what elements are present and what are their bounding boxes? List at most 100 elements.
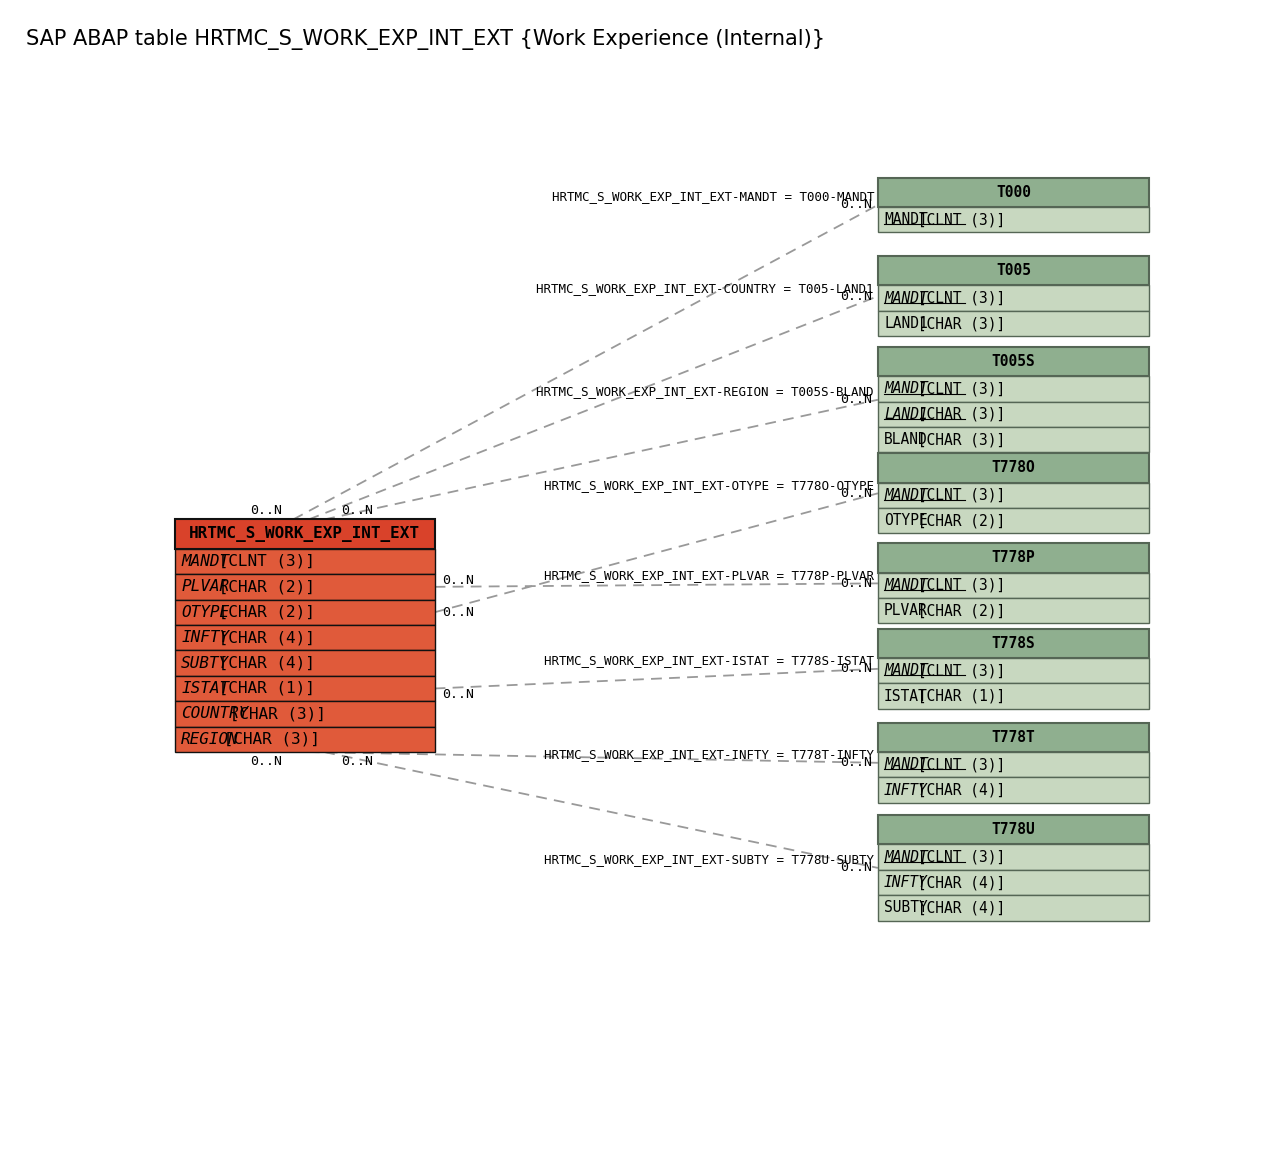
- Text: [CLNT (3)]: [CLNT (3)]: [909, 850, 1006, 865]
- Bar: [878, 723, 1149, 752]
- Text: [CHAR (3)]: [CHAR (3)]: [909, 316, 1006, 331]
- Bar: [878, 777, 1149, 803]
- Text: 0..N: 0..N: [840, 289, 872, 302]
- Text: ISTAT: ISTAT: [182, 681, 229, 696]
- Text: 0..N: 0..N: [442, 688, 474, 701]
- Text: [CHAR (4)]: [CHAR (4)]: [909, 900, 1006, 915]
- Text: SAP ABAP table HRTMC_S_WORK_EXP_INT_EXT {Work Experience (Internal)}: SAP ABAP table HRTMC_S_WORK_EXP_INT_EXT …: [26, 29, 824, 50]
- Text: 0..N: 0..N: [840, 198, 872, 211]
- Bar: [175, 548, 434, 574]
- Text: SUBTY: SUBTY: [182, 655, 229, 670]
- Text: 0..N: 0..N: [250, 504, 282, 517]
- Bar: [878, 257, 1149, 286]
- Text: T000: T000: [996, 185, 1030, 199]
- Bar: [878, 454, 1149, 483]
- Text: HRTMC_S_WORK_EXP_INT_EXT: HRTMC_S_WORK_EXP_INT_EXT: [189, 526, 420, 543]
- Bar: [175, 650, 434, 676]
- Text: COUNTRY: COUNTRY: [182, 707, 249, 722]
- Text: [CLNT (3)]: [CLNT (3)]: [909, 381, 1006, 396]
- Text: 0..N: 0..N: [840, 662, 872, 675]
- Text: HRTMC_S_WORK_EXP_INT_EXT-ISTAT = T778S-ISTAT: HRTMC_S_WORK_EXP_INT_EXT-ISTAT = T778S-I…: [544, 654, 875, 667]
- Bar: [175, 600, 434, 625]
- Bar: [878, 402, 1149, 427]
- Text: [CLNT (3)]: [CLNT (3)]: [909, 291, 1006, 306]
- Bar: [878, 870, 1149, 895]
- Text: [CLNT (3)]: [CLNT (3)]: [909, 488, 1006, 503]
- Text: 0..N: 0..N: [341, 755, 372, 768]
- Bar: [878, 427, 1149, 452]
- Text: HRTMC_S_WORK_EXP_INT_EXT-INFTY = T778T-INFTY: HRTMC_S_WORK_EXP_INT_EXT-INFTY = T778T-I…: [544, 748, 875, 762]
- Bar: [878, 178, 1149, 207]
- Text: [CHAR (1)]: [CHAR (1)]: [209, 681, 314, 696]
- Text: SUBTY: SUBTY: [884, 900, 927, 915]
- Bar: [878, 752, 1149, 777]
- Text: 0..N: 0..N: [442, 574, 474, 587]
- Text: 0..N: 0..N: [250, 755, 282, 768]
- Bar: [878, 286, 1149, 311]
- Bar: [878, 816, 1149, 844]
- Bar: [878, 598, 1149, 624]
- Text: HRTMC_S_WORK_EXP_INT_EXT-MANDT = T000-MANDT: HRTMC_S_WORK_EXP_INT_EXT-MANDT = T000-MA…: [551, 190, 875, 204]
- Text: [CHAR (4)]: [CHAR (4)]: [909, 875, 1006, 890]
- Text: [CHAR (3)]: [CHAR (3)]: [220, 707, 326, 722]
- Bar: [175, 701, 434, 727]
- Bar: [175, 574, 434, 600]
- Text: HRTMC_S_WORK_EXP_INT_EXT-PLVAR = T778P-PLVAR: HRTMC_S_WORK_EXP_INT_EXT-PLVAR = T778P-P…: [544, 568, 875, 581]
- Text: INFTY: INFTY: [884, 783, 927, 798]
- Text: OTYPE: OTYPE: [182, 605, 229, 620]
- Text: HRTMC_S_WORK_EXP_INT_EXT-OTYPE = T778O-OTYPE: HRTMC_S_WORK_EXP_INT_EXT-OTYPE = T778O-O…: [544, 478, 875, 492]
- Text: [CLNT (3)]: [CLNT (3)]: [909, 663, 1006, 679]
- Bar: [878, 347, 1149, 376]
- Text: [CHAR (2)]: [CHAR (2)]: [209, 605, 314, 620]
- Text: [CHAR (2)]: [CHAR (2)]: [909, 604, 1006, 618]
- Bar: [175, 676, 434, 701]
- Text: PLVAR: PLVAR: [182, 579, 229, 594]
- Text: 0..N: 0..N: [840, 486, 872, 499]
- Text: LAND1: LAND1: [884, 407, 927, 422]
- Text: ISTAT: ISTAT: [884, 689, 927, 703]
- Text: 0..N: 0..N: [840, 861, 872, 874]
- Text: [CHAR (2)]: [CHAR (2)]: [209, 579, 314, 594]
- Bar: [878, 629, 1149, 659]
- Text: MANDT: MANDT: [884, 488, 927, 503]
- Text: MANDT: MANDT: [884, 381, 927, 396]
- Text: MANDT: MANDT: [182, 554, 229, 568]
- Bar: [175, 519, 434, 548]
- Text: T005S: T005S: [992, 354, 1036, 369]
- Text: PLVAR: PLVAR: [884, 604, 927, 618]
- Text: [CLNT (3)]: [CLNT (3)]: [909, 212, 1006, 227]
- Text: [CLNT (3)]: [CLNT (3)]: [209, 554, 314, 568]
- Text: T778U: T778U: [992, 823, 1036, 837]
- Text: T778S: T778S: [992, 636, 1036, 650]
- Text: MANDT: MANDT: [884, 757, 927, 772]
- Bar: [878, 207, 1149, 232]
- Text: MANDT: MANDT: [884, 850, 927, 865]
- Text: LAND1: LAND1: [884, 316, 927, 331]
- Text: [CHAR (4)]: [CHAR (4)]: [209, 631, 314, 645]
- Text: 0..N: 0..N: [840, 394, 872, 407]
- Text: T778T: T778T: [992, 730, 1036, 745]
- Text: HRTMC_S_WORK_EXP_INT_EXT-COUNTRY = T005-LAND1: HRTMC_S_WORK_EXP_INT_EXT-COUNTRY = T005-…: [537, 281, 875, 294]
- Text: T778P: T778P: [992, 551, 1036, 565]
- Text: MANDT: MANDT: [884, 212, 927, 227]
- Text: T005: T005: [996, 264, 1030, 278]
- Text: BLAND: BLAND: [884, 432, 927, 448]
- Text: REGION: REGION: [182, 731, 238, 747]
- Bar: [175, 727, 434, 752]
- Text: [CLNT (3)]: [CLNT (3)]: [909, 757, 1006, 772]
- Text: 0..N: 0..N: [840, 577, 872, 590]
- Text: HRTMC_S_WORK_EXP_INT_EXT-SUBTY = T778U-SUBTY: HRTMC_S_WORK_EXP_INT_EXT-SUBTY = T778U-S…: [544, 853, 875, 866]
- Text: [CHAR (2)]: [CHAR (2)]: [909, 513, 1006, 529]
- Bar: [878, 683, 1149, 709]
- Bar: [878, 659, 1149, 683]
- Text: HRTMC_S_WORK_EXP_INT_EXT-REGION = T005S-BLAND: HRTMC_S_WORK_EXP_INT_EXT-REGION = T005S-…: [537, 386, 875, 398]
- Text: INFTY: INFTY: [182, 631, 229, 645]
- Text: 0..N: 0..N: [442, 606, 474, 619]
- Bar: [878, 895, 1149, 921]
- Text: 0..N: 0..N: [341, 504, 372, 517]
- Bar: [878, 544, 1149, 573]
- Text: [CLNT (3)]: [CLNT (3)]: [909, 578, 1006, 593]
- Text: INFTY: INFTY: [884, 875, 927, 890]
- Text: [CHAR (4)]: [CHAR (4)]: [209, 655, 314, 670]
- Text: [CHAR (3)]: [CHAR (3)]: [909, 407, 1006, 422]
